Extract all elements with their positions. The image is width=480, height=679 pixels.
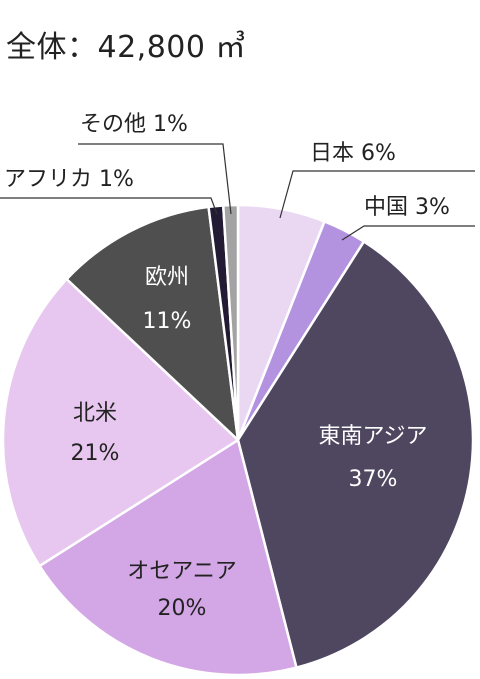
chart-title: 全体：42,800 ㎥	[6, 30, 247, 65]
slice-label-2: 中国 3%	[364, 195, 450, 220]
slice-label-6: 欧州	[145, 265, 189, 290]
slice-label-1: 日本 6%	[310, 141, 396, 166]
slice-label-7: アフリカ 1%	[4, 167, 134, 192]
slice-pct-4: 20%	[158, 596, 207, 621]
slice-label-5: 北米	[73, 401, 117, 426]
slice-3	[236, 240, 475, 669]
slice-label-3: 東南アジア	[318, 424, 427, 449]
slice-pct-5: 21%	[71, 441, 120, 466]
slice-pct-6: 11%	[143, 309, 192, 334]
leader-line-7	[0, 197, 218, 215]
slice-8	[221, 203, 240, 442]
slice-pct-3: 37%	[349, 467, 398, 492]
leader-line-8	[78, 143, 232, 215]
leader-line-2	[341, 225, 475, 241]
slice-4	[38, 438, 298, 677]
slice-5	[1, 277, 240, 568]
slice-label-8: その他 1%	[80, 112, 188, 137]
slice-6	[65, 205, 240, 442]
leader-line-1	[279, 170, 475, 219]
slice-label-4: オセアニア	[127, 559, 237, 584]
